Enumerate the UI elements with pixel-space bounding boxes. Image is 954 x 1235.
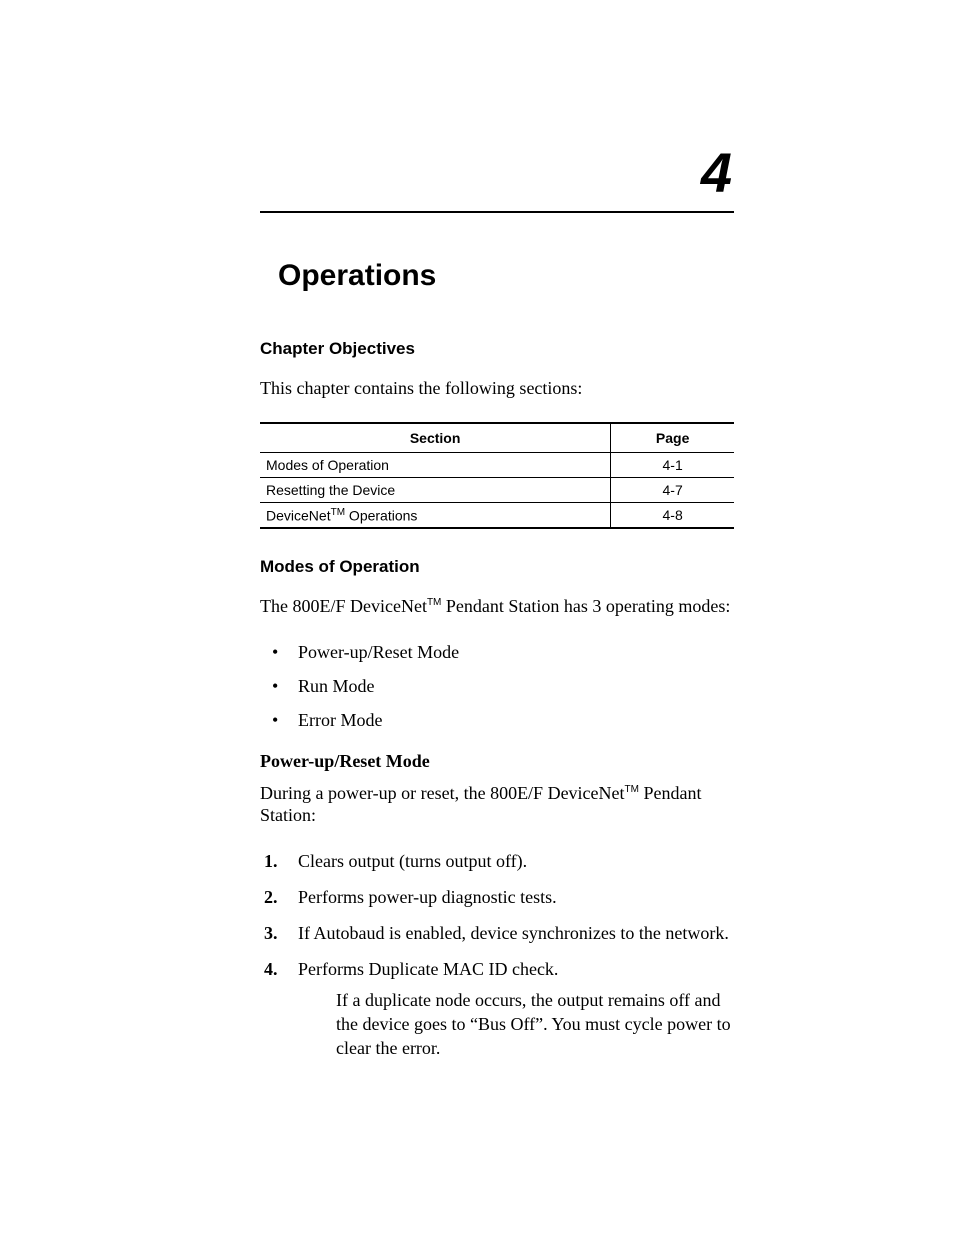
step-continuation: If a duplicate node occurs, the output r…	[298, 988, 734, 1061]
list-item: Performs power-up diagnostic tests.	[260, 885, 734, 909]
cell-text: Operations	[345, 507, 417, 523]
table-cell-page: 4-8	[611, 502, 734, 528]
section-heading-modes: Modes of Operation	[260, 557, 734, 577]
list-item: Power-up/Reset Mode	[260, 640, 734, 664]
list-item: Error Mode	[260, 708, 734, 732]
text: The 800E/F DeviceNet	[260, 596, 427, 616]
powerup-steps: Clears output (turns output off). Perfor…	[260, 849, 734, 1061]
horizontal-rule	[260, 211, 734, 213]
table-cell-section: Modes of Operation	[260, 452, 611, 477]
table-row: Modes of Operation 4-1	[260, 452, 734, 477]
objectives-intro: This chapter contains the following sect…	[260, 377, 734, 400]
table-header-page: Page	[611, 423, 734, 453]
table-cell-page: 4-7	[611, 477, 734, 502]
subheading-powerup: Power-up/Reset Mode	[260, 751, 734, 772]
table-cell-section: DeviceNetTM Operations	[260, 502, 611, 528]
trademark-symbol: TM	[427, 597, 441, 608]
table-row: Resetting the Device 4-7	[260, 477, 734, 502]
trademark-symbol: TM	[331, 507, 345, 518]
list-item: If Autobaud is enabled, device synchroni…	[260, 921, 734, 945]
text: Performs Duplicate MAC ID check.	[298, 959, 558, 979]
text: Pendant Station has 3 operating modes:	[441, 596, 730, 616]
chapter-number: 4	[260, 140, 734, 205]
list-item: Clears output (turns output off).	[260, 849, 734, 873]
modes-list: Power-up/Reset Mode Run Mode Error Mode	[260, 640, 734, 733]
sections-table: Section Page Modes of Operation 4-1 Rese…	[260, 422, 734, 530]
document-page: 4 Operations Chapter Objectives This cha…	[0, 0, 954, 1235]
chapter-title: Operations	[278, 259, 734, 293]
trademark-symbol: TM	[625, 784, 639, 795]
table-cell-page: 4-1	[611, 452, 734, 477]
list-item: Performs Duplicate MAC ID check. If a du…	[260, 957, 734, 1060]
cell-text: DeviceNet	[266, 507, 331, 523]
table-cell-section: Resetting the Device	[260, 477, 611, 502]
section-heading-objectives: Chapter Objectives	[260, 339, 734, 359]
text: During a power-up or reset, the 800E/F D…	[260, 783, 625, 803]
list-item: Run Mode	[260, 674, 734, 698]
table-header-section: Section	[260, 423, 611, 453]
modes-intro: The 800E/F DeviceNetTM Pendant Station h…	[260, 595, 734, 618]
powerup-intro: During a power-up or reset, the 800E/F D…	[260, 782, 734, 827]
table-row: DeviceNetTM Operations 4-8	[260, 502, 734, 528]
